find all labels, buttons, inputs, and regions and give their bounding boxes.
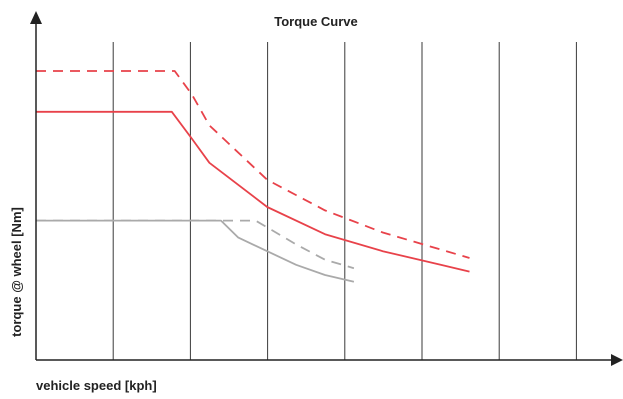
chart-title: Torque Curve xyxy=(274,14,358,29)
series-line-1 xyxy=(36,70,470,259)
series-line-2 xyxy=(36,110,470,273)
x-axis-label: vehicle speed [kph] xyxy=(36,378,157,393)
series-lines xyxy=(36,70,470,283)
series-line-3 xyxy=(36,219,355,270)
x-axis-arrow-icon xyxy=(611,354,623,366)
y-axis-arrow-icon xyxy=(30,11,42,24)
series-line-4 xyxy=(36,219,355,283)
y-axis-label: torque @ wheel [Nm] xyxy=(9,207,24,337)
vertical-gridlines xyxy=(112,42,577,360)
